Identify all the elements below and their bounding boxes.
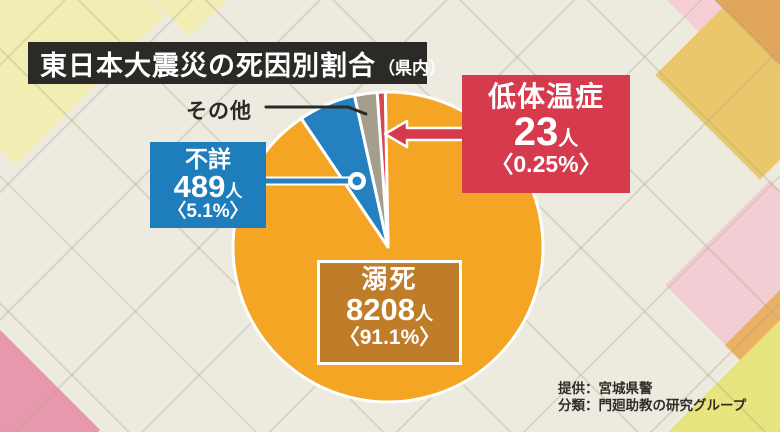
unknown-label: 不詳 <box>185 146 231 172</box>
callout-box-unknown: 不詳 489人 〈5.1%〉 <box>150 142 266 228</box>
credit-source: 提供：宮城県警 <box>558 381 653 396</box>
callout-box-hypothermia: 低体温症 23人 〈0.25%〉 <box>462 75 630 193</box>
drowning-count: 8208人 <box>346 291 433 327</box>
credit-classification: 分類：門廻助教の研究グループ <box>558 397 747 413</box>
unknown-count: 489人 <box>173 169 243 205</box>
page-title-suffix: （県内） <box>378 58 446 78</box>
other-callout-line <box>264 105 368 116</box>
credits: 提供：宮城県警 分類：門廻助教の研究グループ <box>558 381 746 415</box>
unknown-percent: 〈5.1%〉 <box>167 201 249 223</box>
pie-slice-hypothermia <box>375 90 390 249</box>
label-other: その他 <box>186 100 252 123</box>
drowning-label: 溺死 <box>361 264 418 294</box>
drowning-percent: 〈91.1%〉 <box>338 325 441 349</box>
hypothermia-percent: 〈0.25%〉 <box>490 150 602 177</box>
page-title: 東日本大震災の死因別割合 <box>40 50 376 81</box>
unknown-callout-dot <box>352 176 362 186</box>
hypothermia-label: 低体温症 <box>487 81 604 112</box>
label-box-drowning: 溺死 8208人 〈91.1%〉 <box>317 260 462 365</box>
title-bar: 東日本大震災の死因別割合 （県内） <box>28 42 446 84</box>
hypothermia-count: 23人 <box>513 109 579 154</box>
